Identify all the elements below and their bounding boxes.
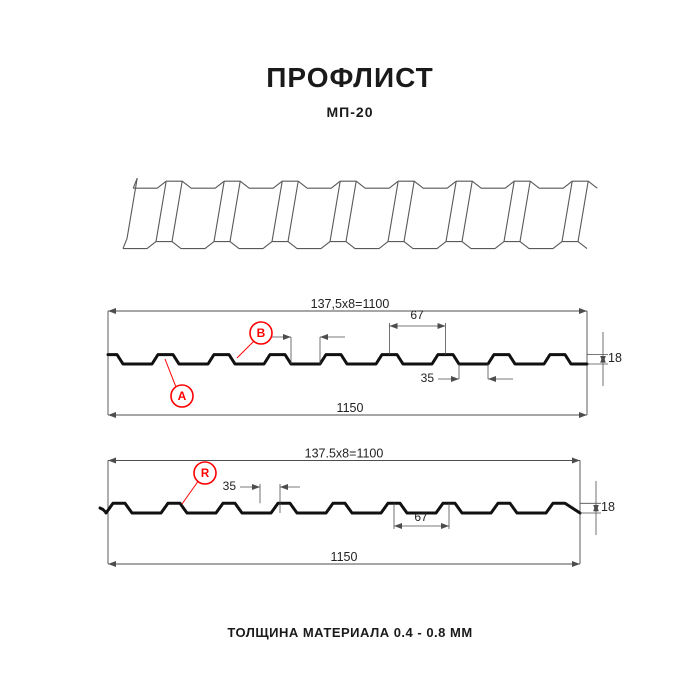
svg-text:B: B xyxy=(257,326,266,340)
svg-text:A: A xyxy=(178,389,187,403)
svg-text:67: 67 xyxy=(410,308,424,322)
svg-text:18: 18 xyxy=(608,351,622,365)
svg-text:67: 67 xyxy=(414,510,428,524)
svg-text:137.5x8=1100: 137.5x8=1100 xyxy=(305,447,384,461)
svg-text:35: 35 xyxy=(421,371,435,385)
svg-text:35: 35 xyxy=(223,479,237,493)
svg-text:137,5x8=1100: 137,5x8=1100 xyxy=(311,297,390,311)
svg-text:1150: 1150 xyxy=(331,550,358,564)
svg-text:R: R xyxy=(201,468,210,480)
svg-text:1150: 1150 xyxy=(337,401,364,415)
svg-text:18: 18 xyxy=(601,500,615,514)
